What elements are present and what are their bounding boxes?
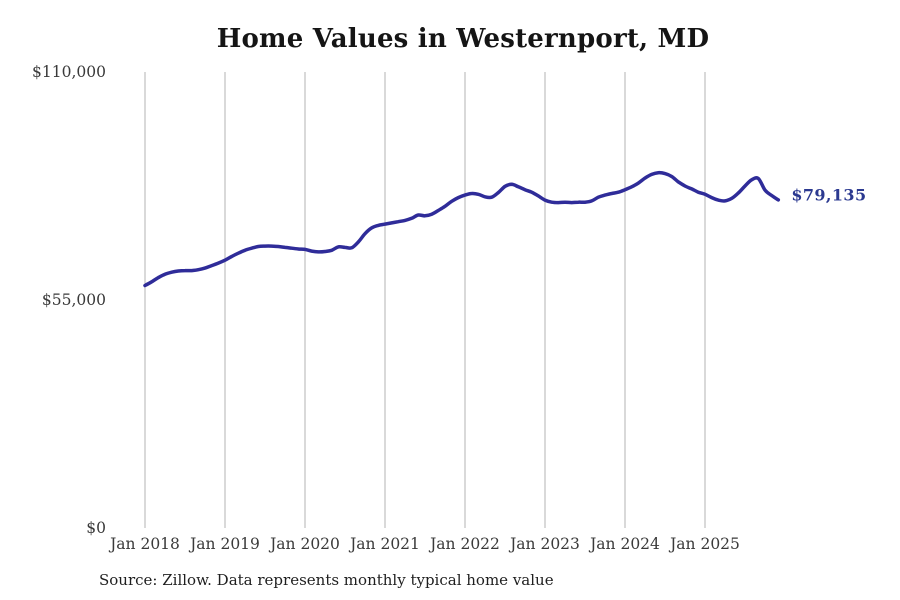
x-tick-label: Jan 2021 — [348, 535, 420, 553]
x-tick-label: Jan 2019 — [188, 535, 260, 553]
home-value-line — [143, 170, 781, 288]
x-tick-label: Jan 2024 — [588, 535, 660, 553]
x-tick-label: Jan 2023 — [508, 535, 580, 553]
end-value-label: $79,135 — [791, 185, 867, 205]
y-tick-label: $55,000 — [42, 291, 106, 309]
x-tick-label: Jan 2025 — [668, 535, 740, 553]
x-tick-label: Jan 2020 — [268, 535, 340, 553]
x-tick-label: Jan 2018 — [108, 535, 180, 553]
chart-title: Home Values in Westernport, MD — [216, 24, 710, 54]
source-note: Source: Zillow. Data represents monthly … — [99, 571, 554, 589]
x-tick-label: Jan 2022 — [428, 535, 500, 553]
y-tick-label: $0 — [86, 519, 106, 537]
y-tick-label: $110,000 — [32, 63, 106, 81]
